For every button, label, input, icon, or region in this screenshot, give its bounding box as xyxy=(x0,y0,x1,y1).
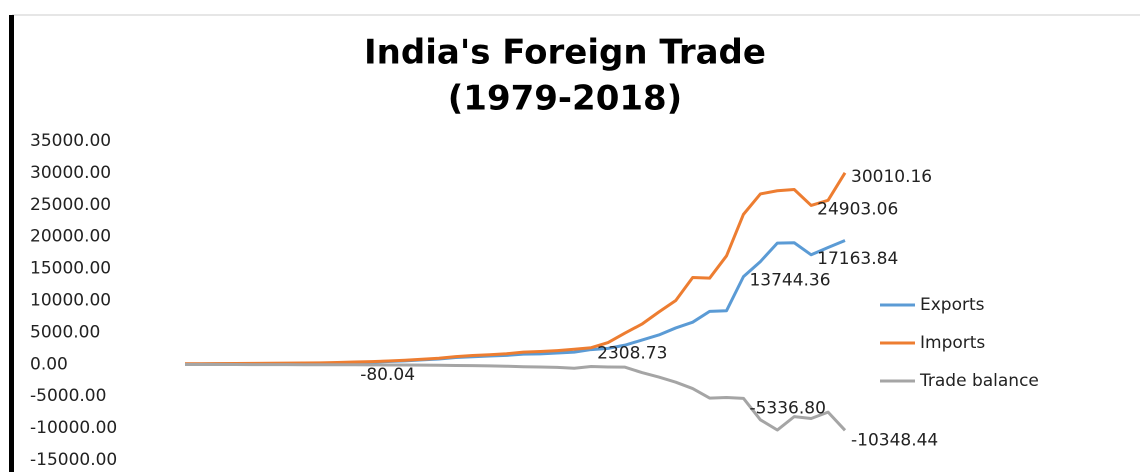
data-label: 17163.84 xyxy=(817,249,898,269)
legend-label: Exports xyxy=(920,295,985,315)
data-label: 13744.36 xyxy=(749,271,830,291)
y-tick-label: 25000.00 xyxy=(30,195,111,215)
legend-label: Imports xyxy=(920,333,985,353)
y-tick-label: 15000.00 xyxy=(30,259,111,279)
y-tick-label: -5000.00 xyxy=(30,386,106,406)
chart-title: India's Foreign Trade xyxy=(364,33,766,73)
y-tick-label: 5000.00 xyxy=(30,322,100,342)
y-tick-label: 30000.00 xyxy=(30,163,111,183)
y-tick-label: -15000.00 xyxy=(30,450,117,470)
data-label: 30010.16 xyxy=(851,167,932,187)
series-line xyxy=(184,362,847,432)
data-label: -80.04 xyxy=(360,365,415,385)
y-tick-label: 0.00 xyxy=(30,354,68,374)
data-label: -5336.80 xyxy=(749,398,825,418)
y-tick-label: -10000.00 xyxy=(30,418,117,438)
data-label: 24903.06 xyxy=(817,199,898,219)
y-tick-label: 20000.00 xyxy=(30,227,111,247)
data-label: -10348.44 xyxy=(851,430,938,450)
left-border xyxy=(9,15,14,472)
y-tick-label: 35000.00 xyxy=(30,131,111,151)
chart-title: (1979-2018) xyxy=(448,79,682,119)
y-tick-label: 10000.00 xyxy=(30,291,111,311)
legend-label: Trade balance xyxy=(919,371,1039,391)
data-label: 2308.73 xyxy=(597,344,667,364)
series-line xyxy=(184,172,847,366)
